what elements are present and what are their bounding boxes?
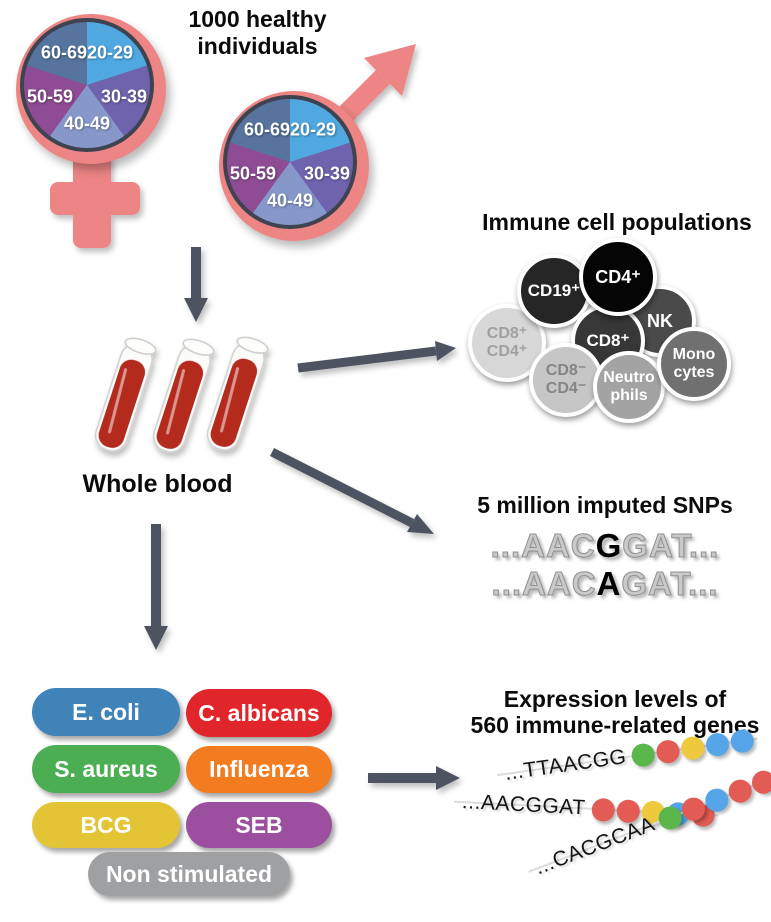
stimulus-pill-saureus: S. aureus — [32, 745, 180, 793]
blue-dot-icon — [704, 731, 731, 758]
age-slice-label: 60-69 — [243, 119, 291, 140]
stimulus-pill-nonstim: Non stimulated — [88, 852, 290, 896]
blood-tube-icon — [152, 338, 215, 453]
whole-blood-label: Whole blood — [82, 470, 233, 498]
female-age-pie: 20-29 30-39 40-49 50-59 60-69 — [16, 14, 166, 164]
snp-prefix: ...AAC — [490, 527, 596, 565]
blood-tube-icon — [94, 337, 157, 452]
snp-sequence: ...AACGGAT... — [450, 527, 760, 565]
red-dot-icon — [590, 797, 616, 822]
blood-tube-icon — [206, 336, 269, 451]
age-pie-chart: 20-29 30-39 40-49 50-59 60-69 — [20, 18, 154, 152]
cell-circle-cd8neg-cd4neg: CD8⁻ CD4⁻ — [529, 343, 603, 417]
age-slice-label: 50-59 — [229, 163, 277, 184]
snp-suffix: GAT... — [621, 565, 719, 603]
arrow-blood-to-cells-icon — [297, 341, 456, 373]
stimulus-pill-influenza: Influenza — [186, 746, 332, 793]
cell-circle-cd4pos: CD4⁺ — [579, 238, 657, 316]
age-slice-label: 30-39 — [303, 163, 351, 184]
snp-suffix: GAT... — [622, 527, 720, 565]
cell-circle-neutrophils: Neutro phils — [593, 351, 665, 423]
expression-title-line1: Expression levels of — [503, 686, 727, 712]
age-slice-label: 40-49 — [63, 113, 111, 134]
snps-title: 5 million imputed SNPs — [477, 492, 733, 518]
stimulus-pill-ecoli: E. coli — [32, 688, 180, 736]
expression-title: Expression levels of 560 immune-related … — [460, 686, 770, 738]
snp-sequence: ...AACAGAT... — [450, 565, 760, 603]
age-slice-label: 60-69 — [40, 42, 88, 63]
stimulus-pill-bcg: BCG — [32, 802, 180, 848]
snp-allele: G — [595, 527, 623, 564]
age-pie-chart: 20-29 30-39 40-49 50-59 60-69 — [223, 95, 357, 229]
cohort-title: 1000 healthy individuals — [188, 6, 327, 59]
snp-prefix: ...AAC — [491, 565, 597, 603]
male-age-pie: 20-29 30-39 40-49 50-59 60-69 — [219, 91, 369, 241]
arrow-blood-to-stimuli-icon — [144, 524, 168, 650]
yellow-dot-icon — [680, 734, 707, 761]
arrow-blood-to-snps-icon — [269, 447, 434, 534]
age-slice-label: 40-49 — [266, 190, 314, 211]
immune-cells-title: Immune cell populations — [482, 209, 752, 235]
arrow-cohort-to-blood-icon — [184, 247, 208, 322]
age-slice-label: 30-39 — [100, 86, 148, 107]
female-symbol-icon — [50, 152, 140, 248]
age-slice-label: 20-29 — [86, 42, 134, 63]
green-dot-icon — [630, 741, 657, 768]
age-slice-label: 20-29 — [289, 119, 337, 140]
stimulus-pill-seb: SEB — [186, 802, 332, 848]
stimulus-pill-calbicans: C. albicans — [186, 689, 332, 737]
red-dot-icon — [655, 738, 682, 765]
cell-circle-monocytes: Mono cytes — [657, 327, 731, 401]
blue-dot-icon — [729, 727, 756, 754]
arrow-stimuli-to-expression-icon — [368, 766, 460, 790]
age-slice-label: 50-59 — [26, 86, 74, 107]
snp-allele: A — [596, 565, 622, 602]
